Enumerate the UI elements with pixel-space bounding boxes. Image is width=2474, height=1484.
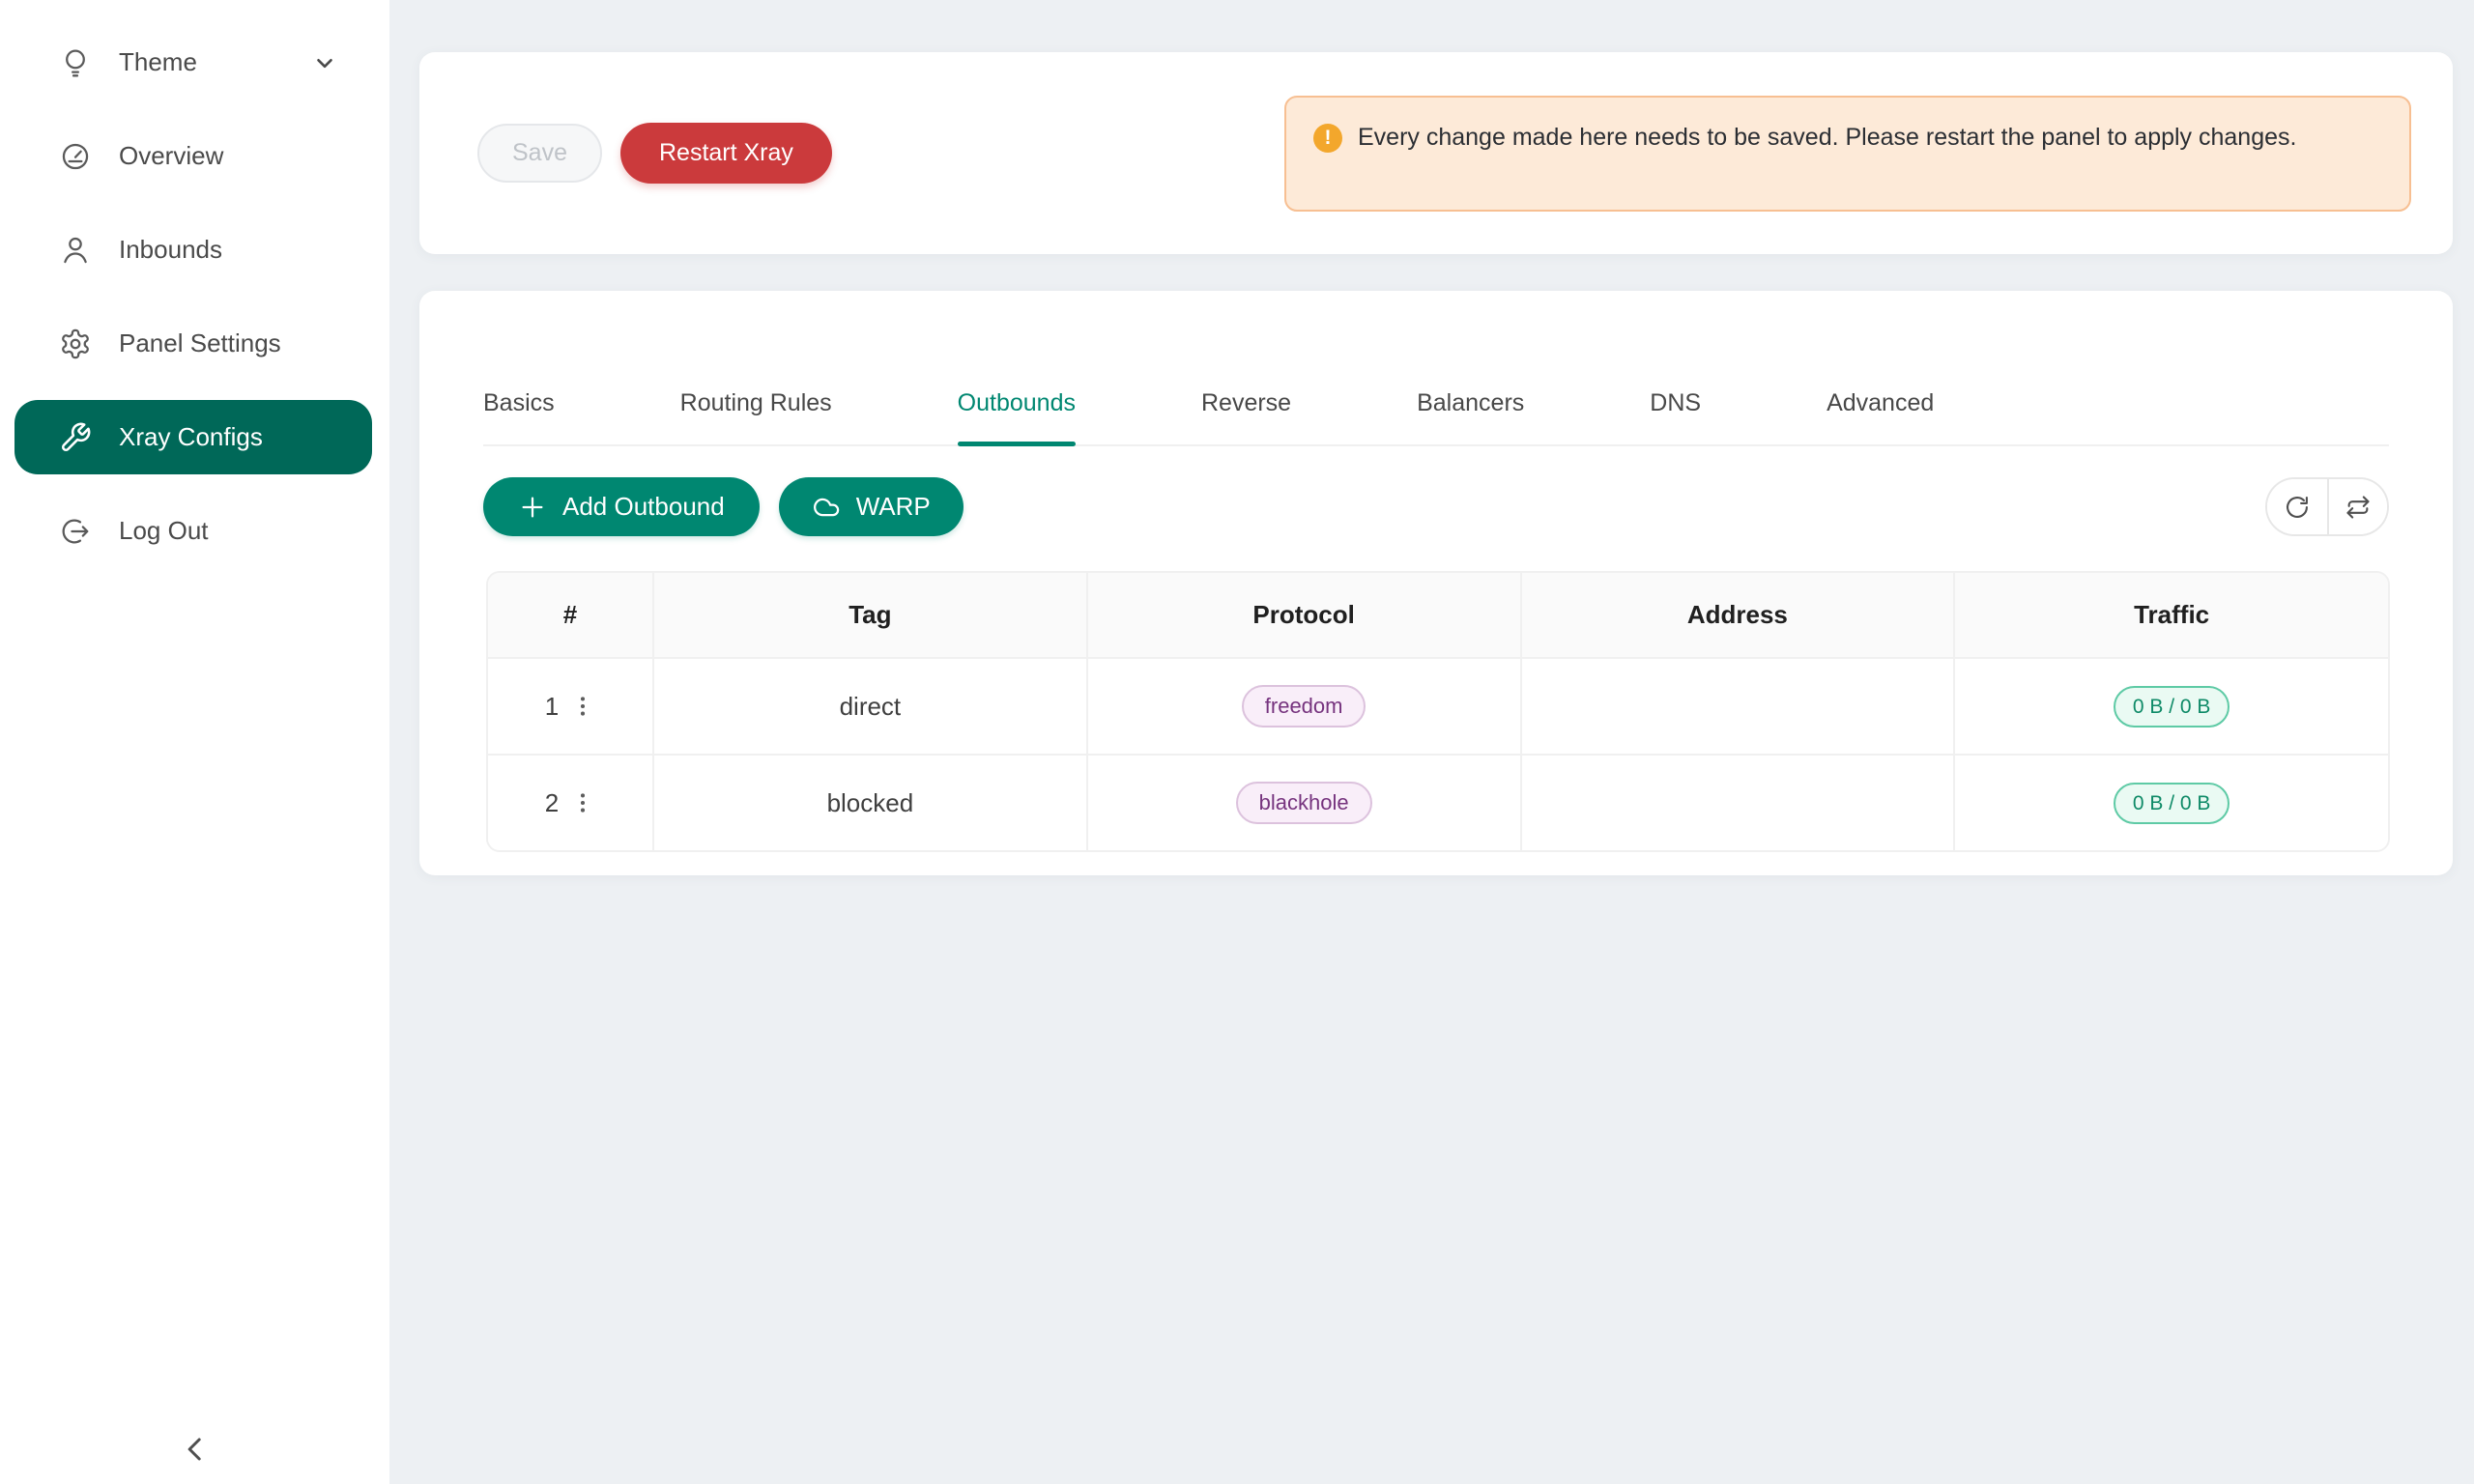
sidebar: Theme Overview Inbounds <box>0 0 389 1484</box>
protocol-badge: freedom <box>1241 685 1366 728</box>
row-menu-icon[interactable] <box>570 788 595 817</box>
sidebar-item-label: Inbounds <box>119 235 222 264</box>
column-header-protocol: Protocol <box>1086 573 1522 659</box>
save-button[interactable]: Save <box>477 124 602 183</box>
sidebar-item-label: Panel Settings <box>119 328 281 357</box>
gear-icon <box>59 328 92 360</box>
outbounds-table: # Tag Protocol Address Traffic 1 <box>486 571 2390 852</box>
refresh-icon <box>2284 494 2311 521</box>
table-row: 1 direct freedom 0 B / 0 B <box>488 658 2388 756</box>
protocol-badge: blackhole <box>1235 782 1372 824</box>
user-icon <box>59 234 92 267</box>
row-index: 1 <box>544 691 560 721</box>
tab-reverse[interactable]: Reverse <box>1201 389 1292 416</box>
traffic-badge: 0 B / 0 B <box>2113 685 2230 728</box>
sidebar-item-label: Xray Configs <box>119 422 263 451</box>
refresh-button[interactable] <box>2267 479 2327 534</box>
chevron-left-icon <box>176 1430 215 1469</box>
sidebar-nav: Theme Overview Inbounds <box>0 0 389 568</box>
chevron-down-icon <box>312 50 337 75</box>
lightbulb-icon <box>59 46 92 79</box>
cell-tag: blocked <box>653 755 1088 850</box>
sidebar-item-xray-configs[interactable]: Xray Configs <box>14 400 372 474</box>
table-row: 2 blocked blackhole 0 B / 0 B <box>488 755 2388 850</box>
tab-balancers[interactable]: Balancers <box>1417 389 1525 416</box>
row-menu-icon[interactable] <box>570 692 595 721</box>
restart-xray-button[interactable]: Restart Xray <box>619 123 832 184</box>
tab-advanced[interactable]: Advanced <box>1827 389 1935 416</box>
traffic-badge: 0 B / 0 B <box>2113 782 2230 824</box>
xray-configs-panel: Basics Routing Rules Outbounds Reverse B… <box>419 291 2453 875</box>
sidebar-item-theme[interactable]: Theme <box>14 25 372 100</box>
logout-icon <box>59 515 92 548</box>
reset-traffic-button[interactable] <box>2327 479 2387 534</box>
sidebar-item-label: Overview <box>119 141 224 170</box>
sidebar-item-label: Log Out <box>119 516 209 545</box>
row-index: 2 <box>544 787 560 817</box>
column-header-index: # <box>488 573 654 659</box>
outbounds-actions: Add Outbound WARP <box>483 477 2389 536</box>
table-header-row: # Tag Protocol Address Traffic <box>488 573 2388 659</box>
column-header-tag: Tag <box>653 573 1088 659</box>
dashboard-icon <box>59 140 92 173</box>
save-restart-panel: Save Restart Xray ! Every change made he… <box>419 52 2453 254</box>
plus-icon <box>518 493 547 522</box>
sidebar-collapse-button[interactable] <box>0 1430 389 1469</box>
column-header-traffic: Traffic <box>1954 573 2388 659</box>
tab-basics[interactable]: Basics <box>483 389 555 416</box>
sidebar-item-overview[interactable]: Overview <box>14 119 372 193</box>
cell-address <box>1520 755 1956 850</box>
config-tabs: Basics Routing Rules Outbounds Reverse B… <box>483 291 2389 446</box>
cloud-icon <box>812 493 841 522</box>
add-outbound-button[interactable]: Add Outbound <box>483 477 760 536</box>
tab-outbounds[interactable]: Outbounds <box>957 351 1077 446</box>
table-tools <box>2265 477 2389 536</box>
column-header-address: Address <box>1520 573 1956 659</box>
warning-icon: ! <box>1313 123 1342 153</box>
sidebar-item-inbounds[interactable]: Inbounds <box>14 213 372 287</box>
sidebar-item-log-out[interactable]: Log Out <box>14 494 372 568</box>
warp-button[interactable]: WARP <box>778 477 964 536</box>
sidebar-item-label: Theme <box>119 47 197 76</box>
cell-address <box>1520 658 1956 756</box>
warp-label: WARP <box>855 492 931 521</box>
tab-routing-rules[interactable]: Routing Rules <box>679 389 832 416</box>
tab-dns[interactable]: DNS <box>1650 389 1702 416</box>
alert-text: Every change made here needs to be saved… <box>1358 123 2297 151</box>
wrench-icon <box>59 421 92 454</box>
repeat-icon <box>2345 494 2372 521</box>
add-outbound-label: Add Outbound <box>562 492 725 521</box>
sidebar-item-panel-settings[interactable]: Panel Settings <box>14 306 372 381</box>
cell-tag: direct <box>653 658 1088 756</box>
restart-warning-alert: ! Every change made here needs to be sav… <box>1284 95 2411 212</box>
